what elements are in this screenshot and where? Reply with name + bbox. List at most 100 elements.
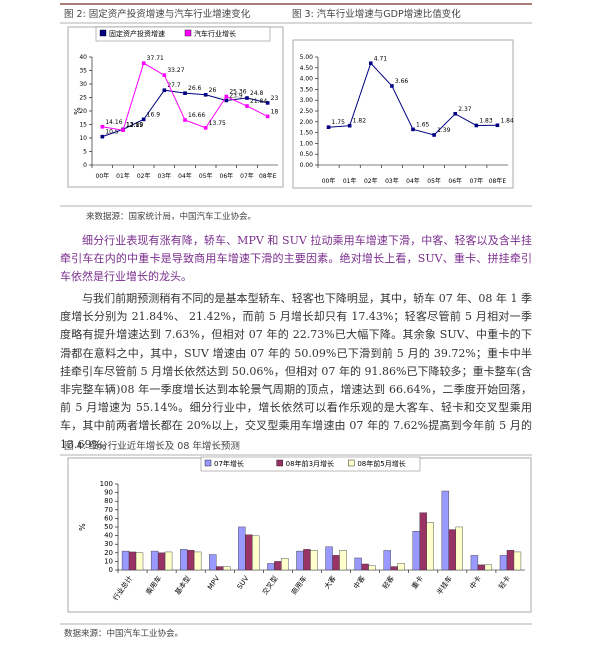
x-tick-label: 03年 xyxy=(158,172,172,180)
data-label: 1.82 xyxy=(353,118,367,125)
x-tick-label: 07年 xyxy=(470,177,484,185)
data-label: 1.65 xyxy=(416,121,430,128)
x-tick-label: 07年 xyxy=(240,172,254,180)
bar xyxy=(238,526,246,571)
y-tick-label: 80 xyxy=(104,497,113,505)
y-tick-label: 100 xyxy=(100,480,113,488)
highlight-paragraph: 细分行业表现有涨有降，轿车、MPV 和 SUV 拉动乘用车增速下滑，中客、轻客以… xyxy=(60,234,532,284)
bar xyxy=(180,549,188,571)
data-label: 1.84 xyxy=(500,117,514,124)
data-label: 4.71 xyxy=(374,55,388,62)
point xyxy=(121,128,125,132)
x-tick-label: 04年 xyxy=(406,177,420,185)
legend-swatch xyxy=(276,459,283,467)
point xyxy=(100,124,105,129)
bar xyxy=(135,552,144,571)
x-tick-label: 06年 xyxy=(220,172,234,180)
bar xyxy=(121,550,130,571)
chart-frame xyxy=(292,39,514,189)
legend-label: 汽车行业增长 xyxy=(194,29,236,38)
x-tick-label: 00年 xyxy=(322,177,336,185)
body-paragraph: 与我们前期预测稍有不同的是基本型轿车、轻客也下降明显，其中，轿车 07 年、08… xyxy=(60,292,532,451)
point xyxy=(245,104,249,108)
bar xyxy=(310,550,318,571)
bar xyxy=(368,565,376,571)
data-label: 1.39 xyxy=(437,127,451,134)
data-label: 2.37 xyxy=(458,106,472,113)
data-label: 10.5 xyxy=(105,129,119,136)
y-axis-label: % xyxy=(78,523,87,531)
legend-label: 固定资产投资增速 xyxy=(109,29,165,38)
data-label: 14.16 xyxy=(105,119,122,126)
data-label: 16.66 xyxy=(188,112,205,119)
x-tick-label: 03年 xyxy=(385,177,399,185)
figure-title: 图 2: 固定资产投资增速与汽车行业增速变化 xyxy=(64,8,251,20)
x-tick-label: 05年 xyxy=(199,172,213,180)
legend-swatch xyxy=(184,29,192,37)
bar xyxy=(157,552,166,571)
point xyxy=(495,123,500,128)
y-tick-label: 2.50 xyxy=(300,108,314,115)
bar xyxy=(426,522,434,571)
data-label: 33.27 xyxy=(167,67,184,74)
legend-box xyxy=(200,456,421,472)
bar xyxy=(267,563,275,571)
y-tick-label: 5.00 xyxy=(300,54,314,61)
bar xyxy=(186,550,195,571)
point xyxy=(347,123,352,128)
y-tick-label: 4.50 xyxy=(300,65,314,72)
point xyxy=(162,73,167,77)
data-label: 37.71 xyxy=(147,55,164,62)
legend-label: 08年前3月增长 xyxy=(286,459,334,468)
x-tick-label: 08年E xyxy=(489,177,507,185)
point xyxy=(453,112,458,116)
bar xyxy=(252,535,260,571)
x-tick-label: 08年E xyxy=(259,172,277,180)
bar xyxy=(339,550,347,571)
point xyxy=(265,114,270,119)
bar xyxy=(296,550,304,571)
bar xyxy=(470,555,479,571)
data-label: 27.7 xyxy=(167,82,181,89)
point xyxy=(265,101,270,105)
point xyxy=(224,94,229,99)
data-label: 3.66 xyxy=(395,78,409,85)
figure-title: 图 3: 汽车行业增速与GDP增速比值变化 xyxy=(292,8,461,20)
data-label: 21.84 xyxy=(250,98,267,105)
bar xyxy=(419,512,427,571)
y-tick-label: 30 xyxy=(79,81,87,88)
figure-title: 图 4: 细分行业近年增长及 08 年增长预测 xyxy=(64,440,240,452)
y-tick-label: 3.00 xyxy=(300,97,314,104)
y-tick-label: 4.00 xyxy=(300,76,314,83)
point xyxy=(432,133,436,137)
point xyxy=(141,61,146,65)
bar xyxy=(412,531,420,571)
y-tick-label: 90 xyxy=(104,489,113,497)
point xyxy=(183,118,187,122)
point xyxy=(100,134,105,139)
y-tick-label: 1.00 xyxy=(300,140,314,147)
bar xyxy=(390,566,398,571)
data-label: 23.9 xyxy=(229,92,243,99)
bar xyxy=(441,490,450,571)
point xyxy=(141,117,146,122)
point xyxy=(224,98,229,103)
y-tick-label: 20 xyxy=(104,549,113,557)
data-label: 16.9 xyxy=(147,111,161,118)
bar xyxy=(274,561,282,571)
y-tick-label: 0.50 xyxy=(300,151,314,158)
y-tick-label: 20 xyxy=(79,108,87,115)
y-tick-label: 50 xyxy=(104,523,113,531)
point xyxy=(162,88,167,93)
data-label: 24.8 xyxy=(250,90,264,97)
point xyxy=(368,61,373,66)
bar xyxy=(281,558,289,571)
legend-label: 07年增长 xyxy=(214,459,244,468)
point xyxy=(474,123,479,128)
y-tick-label: 10 xyxy=(104,557,113,565)
data-label: 18 xyxy=(271,108,279,115)
x-tick-label: 01年 xyxy=(116,172,130,180)
bar xyxy=(223,566,231,571)
